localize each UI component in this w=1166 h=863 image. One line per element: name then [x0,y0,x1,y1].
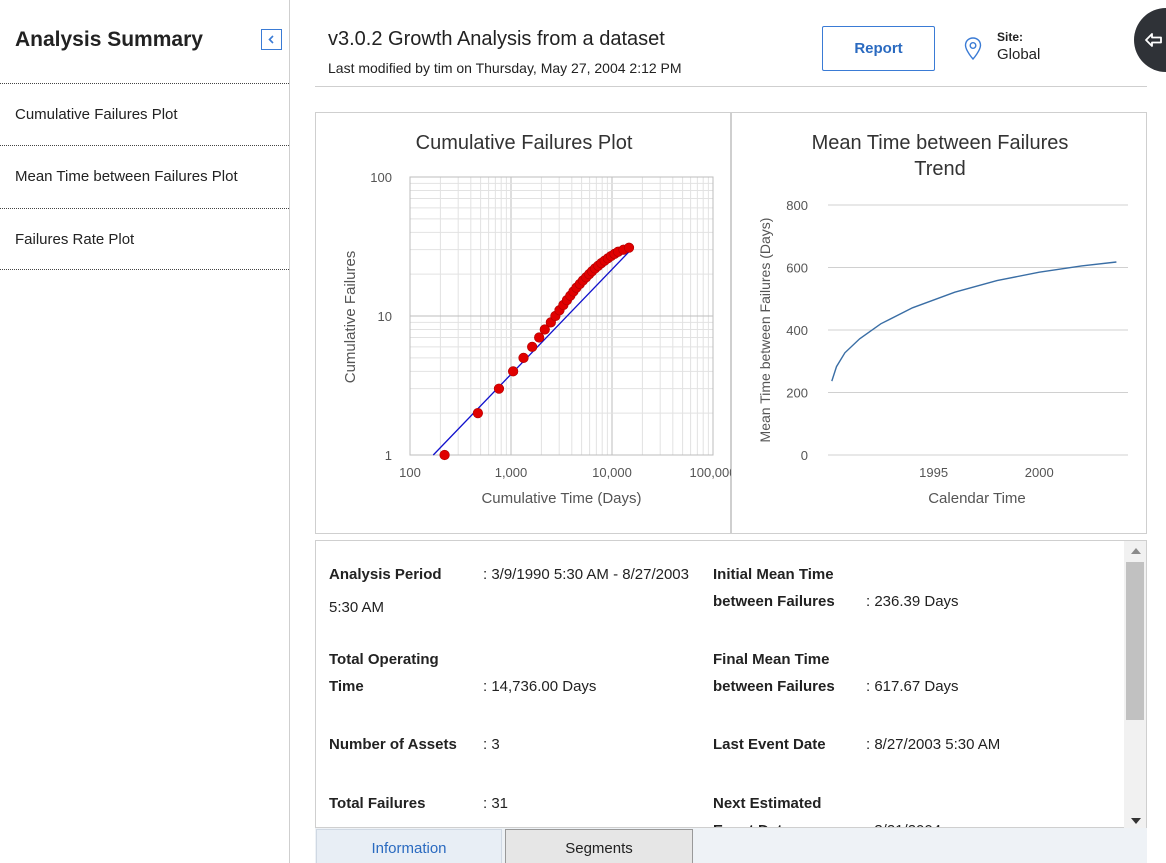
data-point [518,352,529,363]
analysis-period-value: : 3/9/1990 5:30 AM - 8/27/2003 [483,566,689,583]
sidebar-divider [0,83,289,84]
scroll-up-arrow-icon[interactable] [1131,548,1141,554]
sidebar-item-mtbf-plot[interactable]: Mean Time between Failures Plot [15,168,238,185]
final-mtbf-label-1: Final Mean Time [713,651,830,668]
y-axis-label: Cumulative Failures [342,251,359,384]
last-modified-text: Last modified by tim on Thursday, May 27… [328,60,682,76]
sidebar-divider [0,269,289,270]
y-tick-label: 400 [786,323,808,338]
sidebar: Analysis Summary Cumulative Failures Plo… [0,0,290,863]
x-axis-label: Cumulative Time (Days) [481,490,641,507]
site-value: Global [997,46,1041,63]
initial-mtbf-label-2: between Failures [713,593,835,610]
sidebar-item-cumulative-failures-plot[interactable]: Cumulative Failures Plot [15,106,178,123]
next-estimated-event-label-2: Event Date [713,817,791,827]
fit-line [432,251,630,456]
x-tick-label: 1995 [919,465,948,480]
data-point [527,341,538,352]
page-title: v3.0.2 Growth Analysis from a dataset [328,28,665,50]
analysis-period-value-cont: 5:30 AM [329,599,385,616]
x-axis-label: Calendar Time [928,490,1026,507]
last-event-date-label: Last Event Date [713,736,826,753]
exit-button[interactable] [1134,8,1166,72]
y-tick-label: 200 [786,386,808,401]
y-tick-label: 0 [801,448,808,463]
analysis-period-label: Analysis Period [329,566,442,583]
next-estimated-event-label-1: Next Estimated [713,795,822,812]
tab-segments[interactable]: Segments [505,829,693,863]
information-panel: Analysis Period : 3/9/1990 5:30 AM - 8/2… [315,540,1147,828]
scroll-down-arrow-icon[interactable] [1131,818,1141,824]
final-mtbf-label-2: between Failures [713,678,835,695]
tab-information[interactable]: Information [316,829,502,863]
initial-mtbf-label-1: Initial Mean Time [713,566,834,583]
total-failures-value: : 31 [483,795,509,812]
mtbf-trend-line [831,261,1117,382]
cumulative-failures-chart: Cumulative Failures Plot 100 1,000 10,000 10… [342,132,733,507]
sidebar-item-failures-rate-plot[interactable]: Failures Rate Plot [15,231,135,248]
total-operating-time-label-2: Time [329,678,364,695]
y-tick-label: 600 [786,261,808,276]
chart-title: Cumulative Failures Plot [416,132,633,154]
scrollbar-thumb[interactable] [1126,562,1144,720]
y-tick-label: 10 [378,309,392,324]
sidebar-title: Analysis Summary [15,28,203,51]
y-tick-label: 800 [786,198,808,213]
final-mtbf-value: : 617.67 Days [866,678,959,695]
data-point [539,324,550,335]
data-point [508,366,519,377]
y-tick-label: 1 [385,448,392,463]
x-tick-label: 2000 [1025,465,1054,480]
chevron-left-icon [268,35,274,44]
number-of-assets-label: Number of Assets [329,736,457,753]
site-label: Site: [997,30,1024,44]
last-event-date-value: : 8/27/2003 5:30 AM [866,736,1001,753]
data-point [623,242,635,253]
total-operating-time-value: : 14,736.00 Days [483,678,597,695]
mtbf-trend-chart: Mean Time between Failures Trend 0 200 400 60… [757,132,1128,507]
number-of-assets-value: : 3 [483,736,500,753]
total-failures-label: Total Failures [329,795,426,812]
chart-title: Mean Time between Failures [812,132,1069,154]
exit-icon [1145,33,1162,47]
data-point [439,449,450,461]
cumulative-failures-chart-panel: Cumulative Failures Plot 100 1,000 10,000 10… [315,112,733,534]
x-tick-label: 100 [399,465,421,480]
y-axis-label: Mean Time between Failures (Days) [757,218,773,443]
plot-area-border [409,176,714,456]
x-tick-label: 1,000 [495,465,528,480]
chart-title-line-2: Trend [914,158,966,180]
sidebar-divider [0,145,289,146]
next-estimated-event-value: : 3/21/2004 [866,817,941,827]
data-point [472,408,483,419]
initial-mtbf-value: : 236.39 Days [866,593,959,610]
sidebar-divider [0,208,289,209]
data-point [534,332,545,343]
mtbf-trend-chart-panel: Mean Time between Failures Trend 0 200 400 60… [731,112,1147,534]
location-pin-icon [964,37,982,61]
data-point [493,383,505,394]
collapse-sidebar-button[interactable] [261,29,282,50]
x-tick-label: 100,000 [690,465,733,480]
header-divider [315,86,1147,87]
x-tick-label: 10,000 [592,465,632,480]
report-button[interactable]: Report [822,26,935,71]
total-operating-time-label-1: Total Operating [329,651,439,668]
y-tick-label: 100 [370,170,392,185]
